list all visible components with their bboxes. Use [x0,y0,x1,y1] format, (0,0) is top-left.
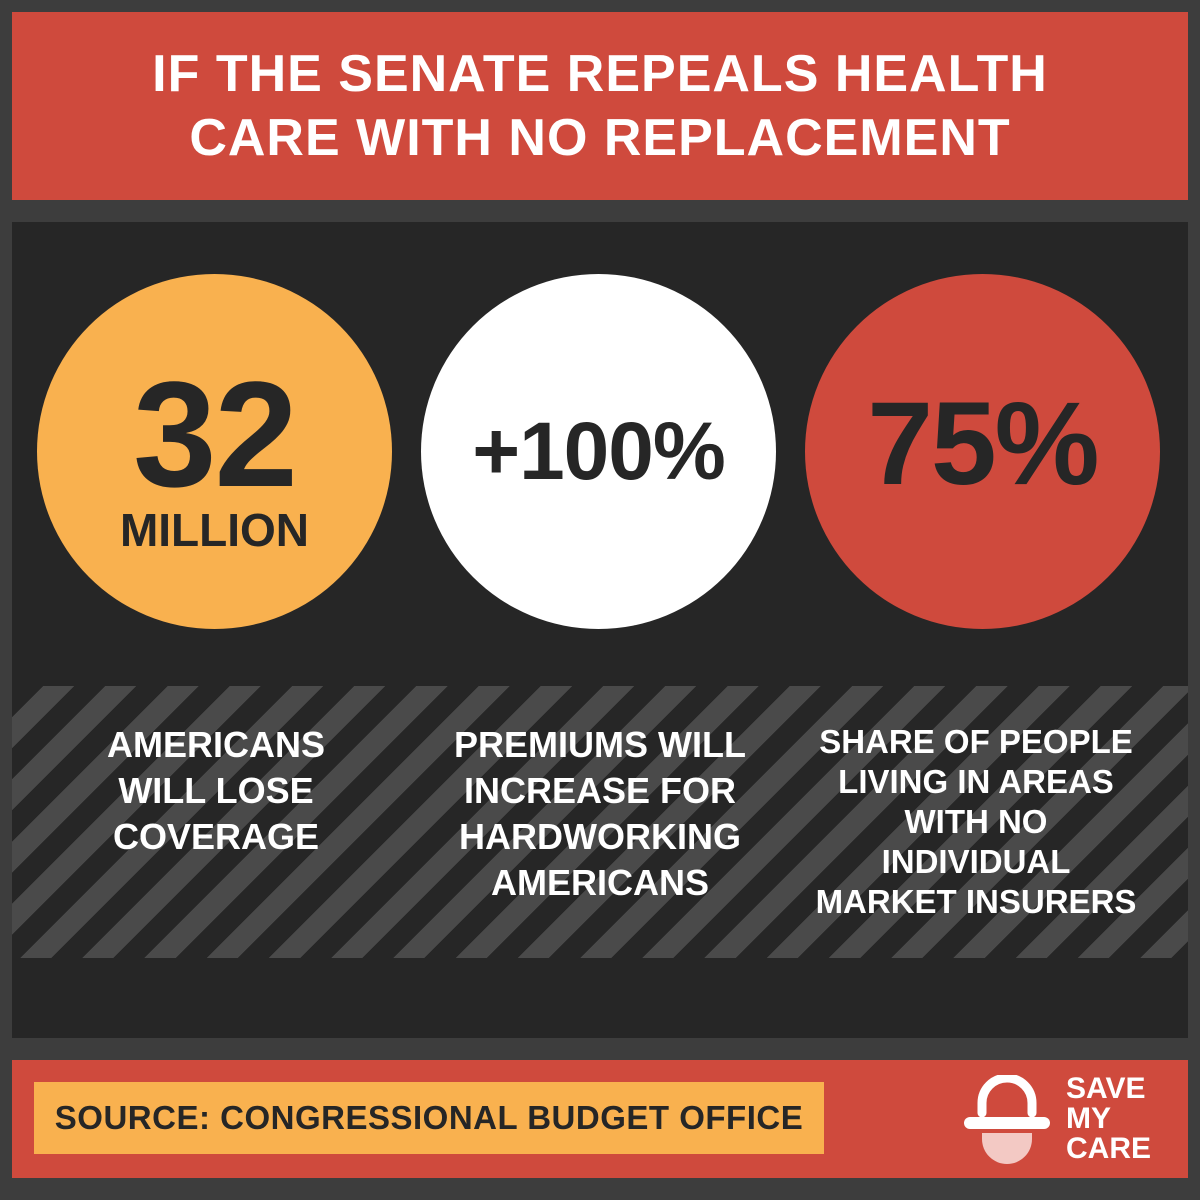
caption-line: COVERAGE [112,816,320,857]
caption-coverage: AMERICANS WILL LOSE COVERAGE [30,722,402,860]
caption-insurers: SHARE OF PEOPLE LIVING IN AREAS WITH NO … [790,722,1162,922]
header-banner: IF THE SENATE REPEALS HEALTH CARE WITH N… [12,12,1188,200]
caption-line: AMERICANS [490,862,709,903]
stat-circle-premiums: +100% [421,274,776,629]
caption-line: MARKET INSURERS [815,883,1137,920]
caption-line: HARDWORKING [459,816,741,857]
stat-circle-coverage: 32 MILLION [37,274,392,629]
striped-band [12,686,1188,958]
stat-value: +100% [472,405,726,497]
logo-line: CARE [1066,1132,1152,1165]
caption-line: SHARE OF PEOPLE [819,723,1133,760]
logo-line: MY [1066,1102,1111,1135]
caption-line: INCREASE FOR [463,770,737,811]
caption-line: INDIVIDUAL [881,843,1071,880]
caption-premiums: PREMIUMS WILL INCREASE FOR HARDWORKING A… [414,722,786,906]
stat-value: 75% [867,377,1099,510]
stat-value: 32 [133,349,298,518]
logo-line: SAVE [1066,1072,1146,1105]
headline-line-1: IF THE SENATE REPEALS HEALTH [152,45,1048,103]
caption-line: WITH NO [904,803,1048,840]
stat-unit: MILLION [119,503,310,556]
caption-line: PREMIUMS WILL [454,724,746,765]
caption-line: WILL LOSE [118,770,314,811]
pill-capsule-icon [964,1075,1050,1164]
stat-circle-insurers: 75% [805,274,1160,629]
source-label: SOURCE: CONGRESSIONAL BUDGET OFFICE [34,1082,824,1154]
caption-line: AMERICANS [106,724,325,765]
caption-line: LIVING IN AREAS [838,763,1114,800]
logo-wordmark: SAVE MY CARE [1066,1074,1151,1164]
footer-banner: SOURCE: CONGRESSIONAL BUDGET OFFICE SAVE… [12,1060,1188,1178]
headline-line-2: CARE WITH NO REPLACEMENT [189,109,1011,167]
